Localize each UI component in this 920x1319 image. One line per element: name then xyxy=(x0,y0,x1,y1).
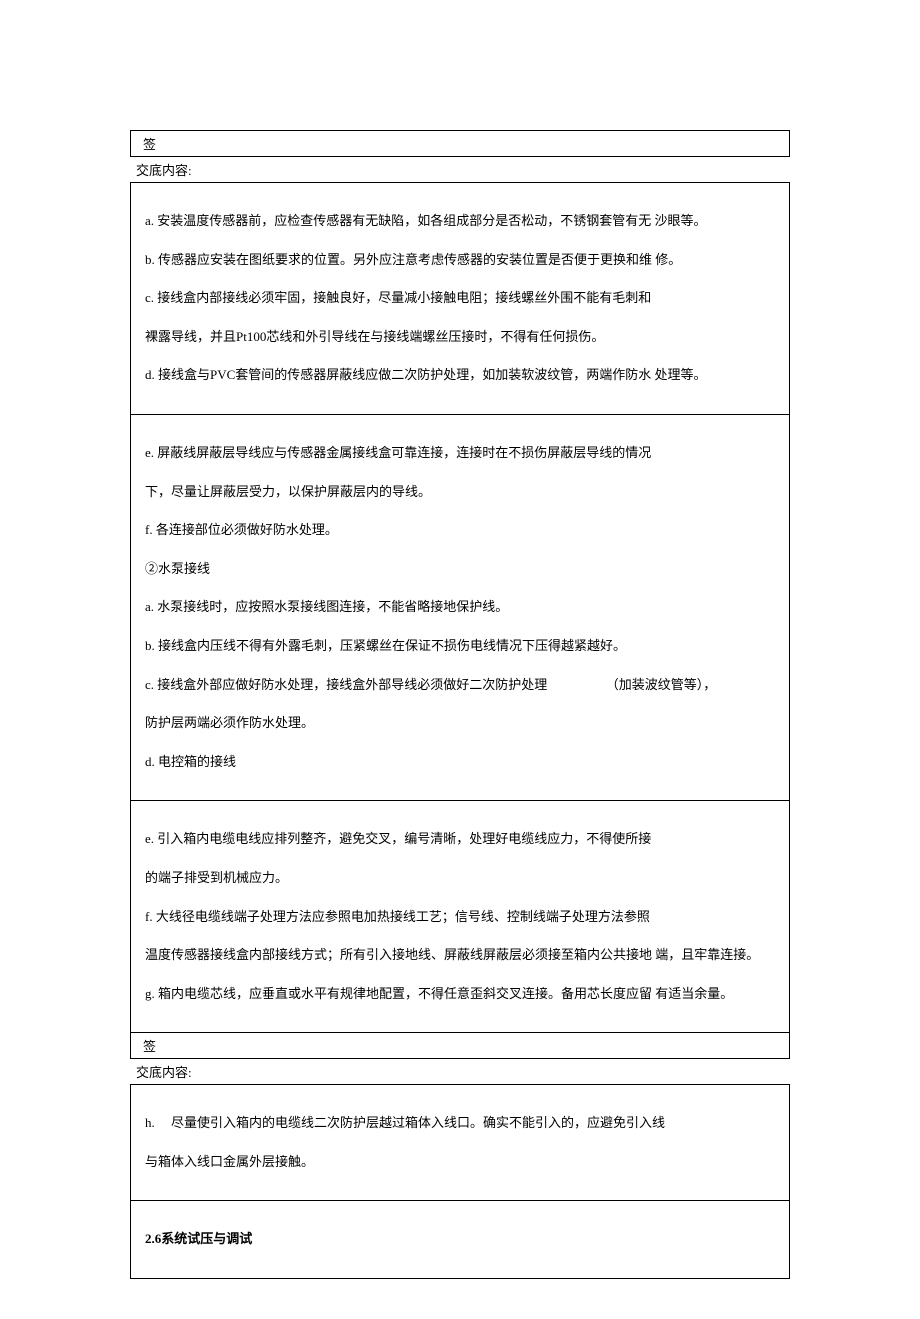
section-label-text: 交底内容: xyxy=(136,1065,192,1080)
text-line: 防护层两端必须作防水处理。 xyxy=(145,709,775,738)
text-line: d. 电控箱的接线 xyxy=(145,748,775,777)
text-line: ②水泵接线 xyxy=(145,555,775,584)
signature-row-1: 签 xyxy=(130,130,790,157)
content-box-2: e. 屏蔽线屏蔽层导线应与传感器金属接线盒可靠连接，连接时在不损伤屏蔽层导线的情… xyxy=(130,415,790,801)
text-line: d. 接线盒与PVC套管间的传感器屏蔽线应做二次防护处理，如加装软波纹管，两端作… xyxy=(145,361,775,390)
text-line: 与箱体入线口金属外层接触。 xyxy=(145,1148,775,1177)
text-line: 下，尽量让屏蔽层受力，以保护屏蔽层内的导线。 xyxy=(145,478,775,507)
content-box-5: 2.6系统试压与调试 xyxy=(130,1201,790,1279)
section-heading: 2.6系统试压与调试 xyxy=(145,1225,775,1254)
text-line: a. 安装温度传感器前，应检查传感器有无缺陷，如各组成部分是否松动，不锈钢套管有… xyxy=(145,207,775,236)
text-line: b. 接线盒内压线不得有外露毛刺，压紧螺丝在保证不损伤电线情况下压得越紧越好。 xyxy=(145,632,775,661)
text-line: e. 屏蔽线屏蔽层导线应与传感器金属接线盒可靠连接，连接时在不损伤屏蔽层导线的情… xyxy=(145,439,775,468)
section-label-2: 交底内容: xyxy=(130,1059,790,1084)
section-label-text: 交底内容: xyxy=(136,163,192,178)
text-line: b. 传感器应安装在图纸要求的位置。另外应注意考虑传感器的安装位置是否便于更换和… xyxy=(145,246,775,275)
signature-row-2: 签 xyxy=(130,1033,790,1059)
text-line: h. 尽量使引入箱内的电缆线二次防护层越过箱体入线口。确实不能引入的，应避免引入… xyxy=(145,1109,775,1138)
text-line: c. 接线盒内部接线必须牢固，接触良好，尽量减小接触电阻；接线螺丝外围不能有毛刺… xyxy=(145,284,775,313)
text-line: c. 接线盒外部应做好防水处理，接线盒外部导线必须做好二次防护处理 （加装波纹管… xyxy=(145,671,775,700)
heading-text: 2.6系统试压与调试 xyxy=(145,1231,252,1246)
section-label-1: 交底内容: xyxy=(130,157,790,182)
content-box-3: e. 引入箱内电缆电线应排列整齐，避免交叉，编号清晰，处理好电缆线应力，不得使所… xyxy=(130,801,790,1033)
sign-label: 签 xyxy=(143,1039,156,1054)
text-line: 温度传感器接线盒内部接线方式；所有引入接地线、屏蔽线屏蔽层必须接至箱内公共接地 … xyxy=(145,941,775,970)
content-box-1: a. 安装温度传感器前，应检查传感器有无缺陷，如各组成部分是否松动，不锈钢套管有… xyxy=(130,182,790,415)
text-line: f. 大线径电缆线端子处理方法应参照电加热接线工艺；信号线、控制线端子处理方法参… xyxy=(145,903,775,932)
text-line: 的端子排受到机械应力。 xyxy=(145,864,775,893)
text-line: f. 各连接部位必须做好防水处理。 xyxy=(145,516,775,545)
content-box-4: h. 尽量使引入箱内的电缆线二次防护层越过箱体入线口。确实不能引入的，应避免引入… xyxy=(130,1084,790,1201)
sign-label: 签 xyxy=(143,137,156,152)
text-line: a. 水泵接线时，应按照水泵接线图连接，不能省略接地保护线。 xyxy=(145,593,775,622)
text-line: 裸露导线，并且Pt100芯线和外引导线在与接线端螺丝压接时，不得有任何损伤。 xyxy=(145,323,775,352)
text-line: g. 箱内电缆芯线，应垂直或水平有规律地配置，不得任意歪斜交叉连接。备用芯长度应… xyxy=(145,980,775,1009)
text-line: e. 引入箱内电缆电线应排列整齐，避免交叉，编号清晰，处理好电缆线应力，不得使所… xyxy=(145,825,775,854)
